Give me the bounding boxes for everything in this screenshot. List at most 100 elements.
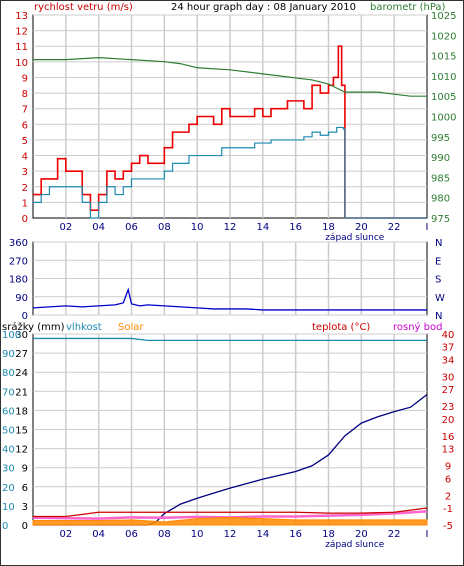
series-line xyxy=(33,507,428,518)
pressure-tick-label: 1020 xyxy=(431,31,456,42)
hour-tick-label: 14 xyxy=(256,222,269,233)
series-line xyxy=(33,57,427,97)
wind-tick-label: 7 xyxy=(22,105,28,116)
hour-tick-label: 06 xyxy=(125,529,138,540)
compass-tick-label: E xyxy=(435,256,441,267)
wind-tick-label: 9 xyxy=(22,73,28,84)
rain-temperature-panel: 0031062093012401550186021702480279030100… xyxy=(2,330,454,550)
series-line xyxy=(33,126,427,219)
wind-tick-label: 6 xyxy=(22,120,28,131)
sunset-label: západ slunce xyxy=(325,540,385,550)
wind-tick-label: 3 xyxy=(22,167,28,178)
wind-tick-label: 12 xyxy=(15,27,28,38)
pressure-tick-label: 1000 xyxy=(431,113,456,124)
hour-tick-label: 08 xyxy=(158,529,171,540)
hour-tick-label: 14 xyxy=(256,529,269,540)
wind-tick-label: 10 xyxy=(15,58,28,69)
series-line xyxy=(32,510,428,520)
series-line xyxy=(33,337,427,342)
hour-tick-label: 22 xyxy=(388,222,401,233)
temperature-tick-label: 2 xyxy=(445,491,451,502)
temperature-tick-label: 27 xyxy=(442,385,455,396)
solar-area xyxy=(32,516,428,526)
hour-tick-label: 04 xyxy=(92,222,105,233)
hour-tick-label: 06 xyxy=(125,222,138,233)
humidity-tick-label: 80 xyxy=(2,368,15,379)
direction-tick-label: 90 xyxy=(15,293,28,304)
hour-tick-label: 16 xyxy=(289,222,302,233)
wind-pressure-panel: 0123456789101112139759809859909951000100… xyxy=(15,11,456,243)
humidity-label: vlhkost xyxy=(66,322,102,333)
wind-tick-label: 2 xyxy=(22,183,28,194)
temperature-tick-label: 40 xyxy=(442,330,455,341)
wind-tick-label: 5 xyxy=(22,136,28,147)
temperature-label: teplota (°C) xyxy=(312,322,370,333)
rain-tick-label: 15 xyxy=(15,426,28,437)
series-line xyxy=(33,393,428,526)
humidity-tick-label: 70 xyxy=(2,387,15,398)
barometer-axis-label: barometr (hPa) xyxy=(370,2,446,13)
direction-tick-label: 270 xyxy=(9,256,28,267)
humidity-tick-label: 0 xyxy=(2,521,8,532)
temperature-tick-label: 30 xyxy=(442,372,455,383)
wind-axis-label: rychlost vetru (m/s) xyxy=(34,2,133,13)
pressure-tick-label: 980 xyxy=(431,194,450,205)
direction-tick-label: 180 xyxy=(9,275,28,286)
rain-axis-label: srážky (mm) xyxy=(2,321,65,333)
rain-tick-label: 3 xyxy=(22,502,28,513)
compass-tick-label: N xyxy=(435,238,442,249)
temperature-tick-label: 23 xyxy=(442,402,455,413)
temperature-tick-label: 9 xyxy=(445,462,451,473)
compass-tick-label: W xyxy=(435,293,445,304)
wind-tick-label: 11 xyxy=(15,42,28,53)
compass-tick-label: N xyxy=(435,311,442,322)
wind-tick-label: 4 xyxy=(22,152,28,163)
dewpoint-label: rosný bod xyxy=(393,321,442,333)
temperature-tick-label: 13 xyxy=(442,445,455,456)
temperature-tick-label: -5 xyxy=(443,521,453,532)
humidity-tick-label: 60 xyxy=(2,406,15,417)
humidity-tick-label: 30 xyxy=(2,464,15,475)
hour-tick-label: 08 xyxy=(158,222,171,233)
temperature-tick-label: -1 xyxy=(443,504,453,515)
direction-line xyxy=(32,287,427,311)
wind-tick-label: 8 xyxy=(22,89,28,100)
hour-tick-label: 02 xyxy=(59,529,72,540)
pressure-tick-label: 975 xyxy=(431,214,450,225)
hour-tick-label: 12 xyxy=(224,529,237,540)
pressure-tick-label: 1005 xyxy=(431,92,456,103)
hour-tick-label: 10 xyxy=(191,529,204,540)
pressure-tick-label: 995 xyxy=(431,133,450,144)
humidity-tick-label: 20 xyxy=(2,483,15,494)
rain-tick-label: 9 xyxy=(22,464,28,475)
humidity-tick-label: 100 xyxy=(2,330,21,341)
hour-tick-label: 02 xyxy=(59,222,72,233)
rain-tick-label: 18 xyxy=(15,406,28,417)
temperature-tick-label: 37 xyxy=(442,343,455,354)
direction-tick-label: 0 xyxy=(22,311,28,322)
pressure-tick-label: 990 xyxy=(431,153,450,164)
temperature-tick-label: 16 xyxy=(442,432,455,443)
direction-tick-label: 360 xyxy=(9,238,28,249)
hour-tick-label: 10 xyxy=(191,222,204,233)
hour-tick-label: 22 xyxy=(388,529,401,540)
hour-tick-label: 20 xyxy=(355,529,368,540)
temperature-tick-label: 20 xyxy=(442,415,455,426)
hour-tick-label: 12 xyxy=(224,222,237,233)
rain-tick-label: 12 xyxy=(15,445,28,456)
rain-tick-label: 30 xyxy=(15,330,28,341)
wind-tick-label: 13 xyxy=(15,11,28,22)
compass-tick-label: S xyxy=(435,275,441,286)
hour-tick-label: 04 xyxy=(92,529,105,540)
hour-tick-label: 18 xyxy=(322,529,335,540)
rain-tick-label: 6 xyxy=(22,483,28,494)
humidity-tick-label: 10 xyxy=(2,502,15,513)
rain-tick-label: 0 xyxy=(22,521,28,532)
humidity-tick-label: 90 xyxy=(2,349,15,360)
hour-tick-label: 20 xyxy=(355,222,368,233)
sunset-label: západ slunce xyxy=(325,233,385,243)
humidity-tick-label: 50 xyxy=(2,426,15,437)
rain-tick-label: 21 xyxy=(15,387,28,398)
